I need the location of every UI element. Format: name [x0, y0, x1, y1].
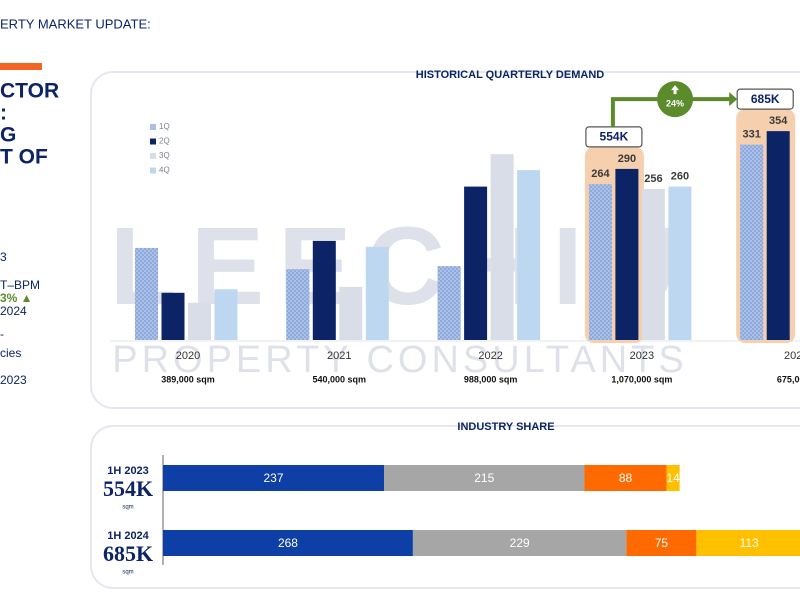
x-tick-label: 2023: [630, 350, 654, 362]
data-label: 229: [510, 536, 530, 550]
growth-arrowhead: [729, 92, 738, 107]
header: ERTY MARKET UPDATE:: [0, 16, 151, 31]
legend-label: 2Q: [159, 137, 170, 146]
sidebar-item: -: [0, 327, 4, 341]
growth-badge: [657, 81, 694, 118]
sidebar-heading: :: [0, 102, 7, 125]
year-total: 540,000 sqm: [313, 374, 367, 384]
data-label: 256: [644, 173, 662, 185]
bar: [615, 168, 639, 340]
bar-segment: [384, 465, 585, 491]
legend-label: 3Q: [159, 151, 170, 160]
sidebar-item: 3% ▲: [0, 291, 33, 305]
sidebar-item: 2023: [0, 373, 27, 387]
data-label: 268: [278, 536, 298, 550]
bar: [641, 188, 665, 340]
year-total: 675,000: [777, 374, 800, 384]
bar-segment: [696, 530, 800, 556]
row-label: 1H 2024: [107, 530, 149, 542]
x-tick-label: 2020: [176, 350, 200, 362]
bar: [286, 269, 310, 340]
data-label: 331: [743, 129, 761, 141]
sidebar-item: 3: [0, 250, 7, 264]
row-unit: sqm: [122, 505, 133, 511]
bar: [517, 170, 541, 340]
bar: [214, 289, 238, 340]
chart-title: INDUSTRY SHARE: [457, 421, 554, 433]
year-total: 1,070,000 sqm: [611, 374, 672, 384]
bar: [188, 302, 211, 340]
bar-segment: [584, 465, 667, 491]
data-label: 354: [769, 115, 788, 127]
year-total: 389,000 sqm: [161, 374, 215, 384]
data-label: 260: [671, 171, 689, 183]
data-label: 113: [740, 536, 759, 550]
data-label: 290: [618, 153, 636, 165]
bar: [464, 186, 488, 340]
bar-segment: [412, 530, 627, 556]
bar: [437, 266, 461, 340]
x-tick-label: 2022: [478, 350, 502, 362]
bar: [490, 154, 514, 340]
row-total: 554K: [103, 476, 153, 501]
bar-segment: [666, 465, 680, 491]
bar: [365, 246, 389, 340]
legend-label: 1Q: [159, 122, 170, 131]
x-tick-label: 202: [784, 350, 800, 362]
growth-icon: [671, 85, 680, 95]
bar-segment: [163, 530, 413, 556]
legend-swatch: [150, 138, 156, 145]
data-label: 88: [619, 471, 633, 485]
watermark-tagline: PROPERTY CONSULTANTS: [112, 339, 688, 381]
data-label: 75: [655, 536, 669, 550]
sidebar-item: cies: [0, 346, 21, 360]
sidebar-heading: G: [0, 124, 16, 147]
total-callout-label: 685K: [751, 92, 780, 106]
bar-segment: [626, 530, 697, 556]
bar: [766, 131, 790, 340]
bar: [135, 247, 158, 340]
accent-bar: [0, 63, 42, 70]
bar: [312, 240, 336, 340]
bar: [161, 292, 185, 340]
legend-swatch: [150, 124, 156, 130]
data-label: 264: [591, 168, 610, 180]
row-label: 1H 2023: [107, 465, 149, 477]
chart-title: HISTORICAL QUARTERLY DEMAND: [416, 69, 605, 81]
sidebar-item: 2024: [0, 304, 27, 318]
row-total: 685K: [103, 541, 153, 566]
x-tick-label: 2021: [327, 350, 351, 362]
sidebar-heading: CTOR: [0, 80, 59, 103]
bar: [588, 184, 612, 340]
legend-swatch: [150, 167, 156, 174]
bar: [339, 286, 363, 340]
bar-segment: [163, 465, 385, 491]
data-label: 237: [263, 471, 283, 485]
year-total: 988,000 sqm: [464, 374, 518, 384]
data-label: 215: [474, 471, 494, 485]
share-panel: [90, 425, 800, 589]
sidebar-heading: T OF: [0, 146, 48, 169]
sidebar-item: T–BPM: [0, 278, 40, 292]
bar: [668, 186, 692, 340]
legend-swatch: [150, 153, 156, 159]
growth-label: 24%: [666, 99, 684, 109]
data-label: 14: [666, 471, 680, 485]
row-unit: sqm: [122, 570, 133, 576]
bar: [740, 144, 764, 340]
legend-label: 4Q: [159, 166, 170, 175]
total-callout-label: 554K: [600, 130, 629, 144]
